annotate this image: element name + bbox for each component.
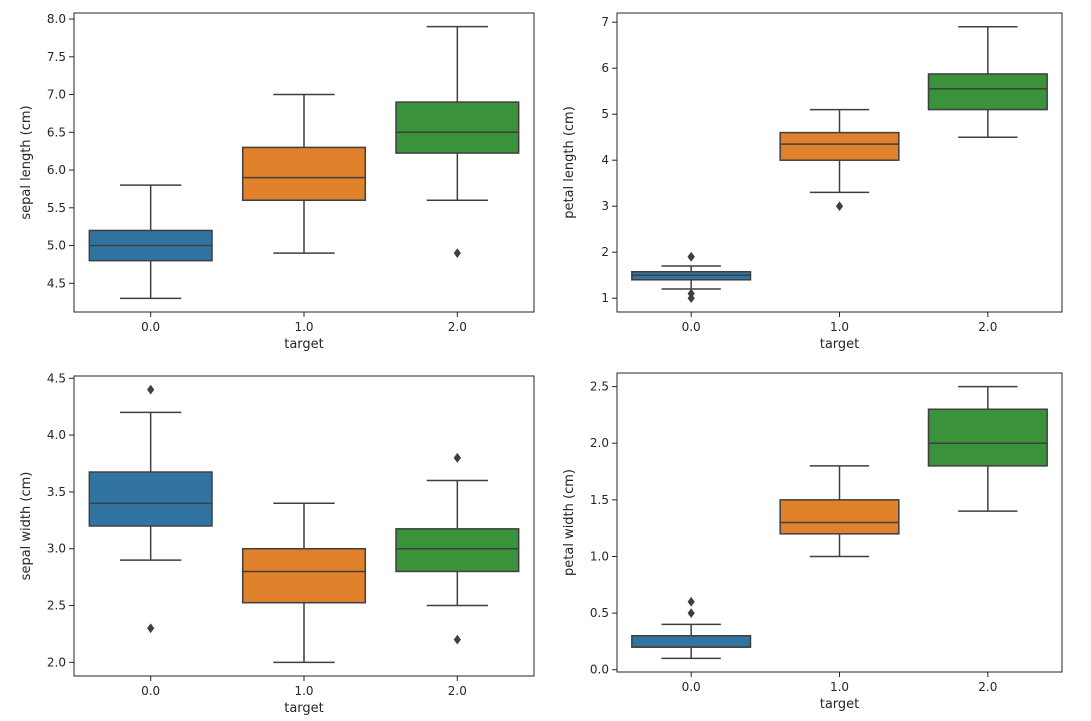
box-iqr	[395, 101, 520, 154]
y-tick-label: 5.5	[47, 201, 66, 215]
x-tick-label: 1.0	[294, 320, 313, 334]
outlier-point	[453, 452, 461, 463]
x-tick-label: 0.0	[682, 320, 701, 334]
y-tick-label: 5	[601, 107, 609, 121]
y-tick-label: 7.0	[47, 88, 66, 102]
outlier-point	[835, 201, 844, 212]
y-tick-label: 5.0	[47, 239, 66, 253]
y-axis-label: sepal length (cm)	[19, 105, 34, 219]
outlier-point	[147, 384, 155, 395]
x-tick-label: 0.0	[141, 320, 160, 334]
box-iqr	[631, 635, 752, 648]
box-group-2.0	[927, 26, 1048, 138]
x-tick-label: 2.0	[978, 320, 997, 334]
box-group-1.0	[779, 465, 900, 558]
y-axis-label: petal width (cm)	[562, 469, 577, 576]
panel-sepal-width: 2.0 2.5 3.0 3.5 4.0 4.5 0.0 1.0 2.0 target sepal w…	[19, 371, 535, 716]
y-tick-label: 4.5	[47, 371, 66, 385]
box-iqr	[88, 471, 213, 527]
x-tick-label: 1.0	[830, 320, 849, 334]
outlier-point	[147, 623, 155, 634]
box-iqr	[395, 528, 520, 573]
y-tick-label: 4.0	[47, 428, 66, 442]
y-tick-label: 6.5	[47, 125, 66, 139]
x-axis-label: target	[284, 337, 324, 352]
box-group-0.0	[631, 596, 752, 660]
panel-petal-length: 1 2 3 4 5 6 7 0.0 1.0 2.0 target petal length (cm)	[562, 12, 1063, 352]
y-tick-label: 1	[601, 291, 609, 305]
box-group-2.0	[395, 452, 520, 645]
y-tick-label: 0.5	[590, 606, 609, 620]
box-iqr	[241, 146, 367, 202]
y-axis-label: sepal width (cm)	[19, 472, 34, 581]
y-tick-label: 4	[601, 153, 609, 167]
x-tick-label: 0.0	[141, 684, 160, 698]
x-tick-label: 0.0	[682, 680, 701, 694]
box-iqr	[927, 408, 1048, 467]
y-tick-label: 2	[601, 245, 609, 259]
x-axis-label: target	[820, 697, 860, 712]
y-tick-label: 3.5	[47, 485, 66, 499]
x-axis-label: target	[284, 701, 324, 716]
y-tick-label: 4.5	[47, 276, 66, 290]
box-iqr	[779, 131, 900, 161]
panel-sepal-length: 4.5 5.0 5.5 6.0 6.5 7.0 7.5 8.0 0.0 1.0 2.0 target s…	[19, 12, 535, 352]
y-tick-label: 2.5	[590, 380, 609, 394]
y-tick-label: 6	[601, 61, 609, 75]
y-tick-label: 1.0	[590, 549, 609, 563]
y-tick-label: 8.0	[47, 12, 66, 26]
x-tick-label: 1.0	[830, 680, 849, 694]
box-group-1.0	[779, 108, 900, 212]
y-tick-label: 3	[601, 199, 609, 213]
panel-petal-width: 0.0 0.5 1.0 1.5 2.0 2.5 0.0 1.0 2.0 target petal w…	[562, 372, 1063, 712]
y-axis-label: petal length (cm)	[562, 106, 577, 219]
outlier-point	[453, 634, 461, 645]
x-tick-label: 2.0	[448, 684, 467, 698]
y-tick-label: 3.0	[47, 542, 66, 556]
outlier-point	[453, 248, 461, 258]
box-group-0.0	[88, 184, 213, 300]
box-group-0.0	[88, 384, 213, 634]
outlier-point	[687, 251, 695, 262]
y-tick-label: 0.0	[590, 663, 609, 677]
outlier-point	[687, 596, 695, 607]
y-tick-label: 7	[601, 15, 609, 29]
x-tick-label: 2.0	[978, 680, 997, 694]
y-tick-label: 6.0	[47, 163, 66, 177]
y-tick-label: 2.0	[590, 436, 609, 450]
y-tick-label: 1.5	[590, 493, 609, 507]
y-tick-label: 2.5	[47, 599, 66, 613]
box-iqr	[927, 73, 1048, 111]
y-tick-label: 7.5	[47, 50, 66, 64]
box-iqr	[241, 547, 367, 604]
outlier-point	[687, 608, 695, 618]
box-group-1.0	[241, 93, 367, 254]
x-axis-label: target	[820, 337, 860, 352]
box-group-2.0	[927, 385, 1048, 512]
box-group-0.0	[631, 251, 752, 304]
x-tick-label: 2.0	[448, 320, 467, 334]
box-iqr	[779, 499, 900, 535]
box-group-2.0	[395, 25, 520, 258]
outlier-point	[687, 288, 695, 299]
x-tick-label: 1.0	[294, 684, 313, 698]
box-group-1.0	[241, 502, 367, 664]
y-tick-label: 2.0	[47, 655, 66, 669]
